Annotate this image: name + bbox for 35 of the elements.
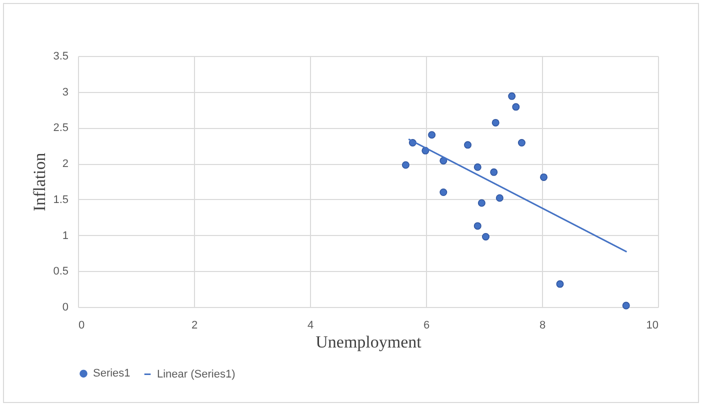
point <box>478 199 486 207</box>
y-tick-label: 1 <box>62 230 68 242</box>
x-tick-label: 4 <box>307 320 314 332</box>
y-tick-label: 1.5 <box>53 194 68 206</box>
x-tick-label: 2 <box>191 320 198 332</box>
x-axis-title: Unemployment <box>316 332 422 352</box>
point <box>474 163 482 171</box>
x-tick-label: 6 <box>423 320 430 332</box>
y-tick-label: 2 <box>62 158 68 170</box>
point <box>540 173 548 181</box>
x-tick-label: 10 <box>646 320 658 332</box>
y-axis-title: Inflation <box>30 152 50 212</box>
point <box>428 131 436 139</box>
y-tick-label: 2.5 <box>53 122 68 134</box>
point <box>508 92 516 100</box>
point <box>490 168 498 176</box>
legend-label: Linear (Series1) <box>157 368 236 380</box>
point <box>512 103 520 111</box>
point <box>474 222 482 230</box>
x-tick-label: 8 <box>539 320 546 332</box>
point <box>518 139 526 147</box>
point <box>402 161 410 169</box>
point <box>464 141 472 149</box>
y-tick-label: 0 <box>62 302 68 314</box>
y-tick-label: 0.5 <box>53 266 68 278</box>
point <box>496 194 504 202</box>
y-tick-label: 3 <box>62 86 68 98</box>
point <box>622 302 630 310</box>
y-tick-label: 3.5 <box>53 50 68 62</box>
point <box>556 280 564 288</box>
point <box>482 232 490 240</box>
legend-label: Series1 <box>93 368 130 380</box>
x-tick-label: 0 <box>78 320 85 332</box>
point <box>492 118 500 126</box>
point <box>440 188 448 196</box>
